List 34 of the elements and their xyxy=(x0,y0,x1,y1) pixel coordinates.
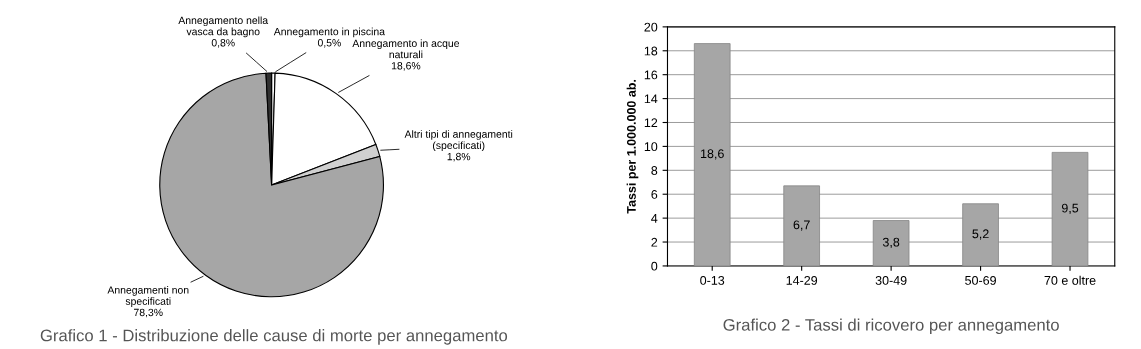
x-tick-label: 0-13 xyxy=(700,275,725,285)
y-tick-label: 18 xyxy=(644,46,658,56)
data-label: 5,2 xyxy=(972,229,989,240)
data-label: 18,6 xyxy=(701,149,724,160)
slice-label: Annegamento in acque naturali xyxy=(352,39,460,59)
y-axis-title: Tassi per 1.000.000 ab. xyxy=(626,79,639,214)
data-label: 1,8% xyxy=(447,152,471,162)
data-label: 18,6% xyxy=(391,62,421,71)
y-tick-label: 4 xyxy=(651,214,658,223)
y-tick-label: 8 xyxy=(651,166,658,175)
x-tick-label: 14-29 xyxy=(786,275,818,285)
slice-label: Altri tipi di annegamenti (specificati) xyxy=(404,130,513,152)
y-tick-label: 2 xyxy=(651,237,658,247)
text: Grafico 2 - Tassi di ricovero per annegamento xyxy=(723,318,1059,335)
y-tick-label: 6 xyxy=(651,190,658,199)
y-tick-label: 16 xyxy=(644,70,658,80)
text: Grafico 1 - Distribuzione delle cause di morte per annegamento xyxy=(40,329,508,345)
x-tick-label: 70 e oltre xyxy=(1044,275,1096,285)
data-label: 78,3% xyxy=(134,308,163,318)
y-tick-label: 0 xyxy=(651,261,658,271)
x-tick-label: 30-49 xyxy=(875,275,907,285)
slice-label: Annegamento in piscina xyxy=(273,27,385,38)
data-label: 0,5% xyxy=(317,39,341,48)
data-label: 6,7 xyxy=(793,220,810,231)
slice-label: Annegamenti non specificati xyxy=(107,286,189,307)
slice-label: Annegamento nella vasca da bagno xyxy=(178,16,269,38)
y-tick-label: 14 xyxy=(644,94,658,104)
y-tick-label: 12 xyxy=(644,118,658,128)
data-label: 9,5 xyxy=(1061,203,1079,214)
y-tick-label: 10 xyxy=(644,142,658,152)
y-tick-label: 20 xyxy=(644,22,658,32)
data-label: 3,8 xyxy=(882,237,900,249)
data-label: 0,8% xyxy=(211,39,235,48)
x-tick-label: 50-69 xyxy=(965,275,996,285)
